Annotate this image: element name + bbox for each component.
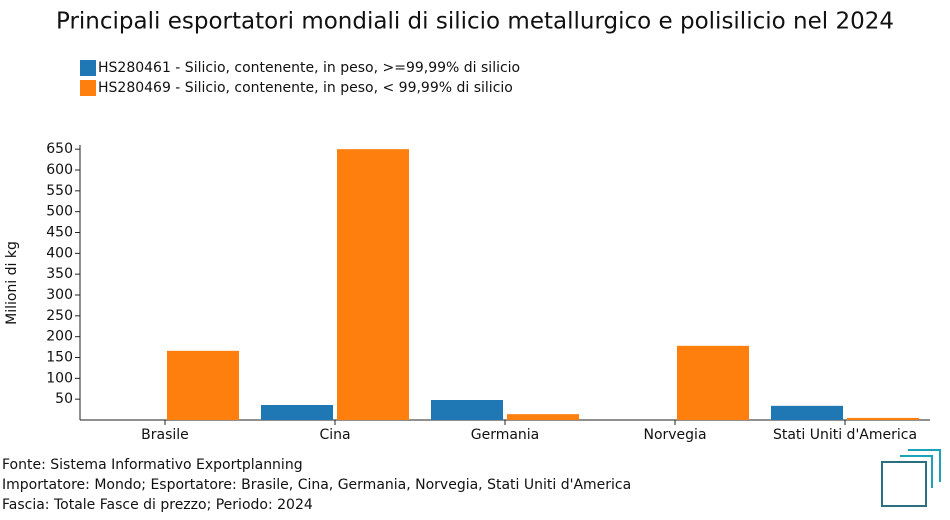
y-tick-label: 300 xyxy=(46,287,73,303)
footnote: Fascia: Totale Fasce di prezzo; Periodo:… xyxy=(2,497,313,513)
y-tick-label: 100 xyxy=(46,370,73,386)
y-tick-label: 500 xyxy=(46,204,73,220)
y-tick-label: 350 xyxy=(46,266,73,282)
chart-title: Principali esportatori mondiali di silic… xyxy=(56,9,894,35)
bar xyxy=(507,414,579,420)
bar xyxy=(431,400,503,420)
y-tick-label: 50 xyxy=(55,391,73,407)
legend-swatch xyxy=(80,60,96,76)
y-tick-label: 200 xyxy=(46,329,73,345)
legend-label: HS280469 - Silicio, contenente, in peso,… xyxy=(98,80,513,96)
y-tick-label: 150 xyxy=(46,350,73,366)
bar xyxy=(167,350,239,420)
footnote: Fonte: Sistema Informativo Exportplannin… xyxy=(2,457,303,473)
bar xyxy=(261,405,333,420)
bar xyxy=(847,417,919,420)
y-tick-label: 550 xyxy=(46,183,73,199)
logo xyxy=(881,449,941,507)
y-tick-label: 600 xyxy=(46,162,73,178)
y-tick-label: 450 xyxy=(46,225,73,241)
x-tick-label: Brasile xyxy=(141,427,189,443)
x-tick-label: Cina xyxy=(319,427,350,443)
footnote: Importatore: Mondo; Esportatore: Brasile… xyxy=(2,477,631,493)
bar xyxy=(337,149,409,420)
x-tick-label: Germania xyxy=(471,427,540,443)
y-tick-label: 650 xyxy=(46,141,73,157)
bar xyxy=(677,345,749,420)
legend-swatch xyxy=(80,80,96,96)
x-tick-label: Stati Uniti d'America xyxy=(773,427,917,443)
y-tick-label: 400 xyxy=(46,245,73,261)
x-tick-label: Norvegia xyxy=(643,427,706,443)
legend-label: HS280461 - Silicio, contenente, in peso,… xyxy=(98,60,520,76)
bar xyxy=(771,405,843,420)
y-tick-label: 250 xyxy=(46,308,73,324)
y-axis-label: Milioni di kg xyxy=(4,241,20,325)
